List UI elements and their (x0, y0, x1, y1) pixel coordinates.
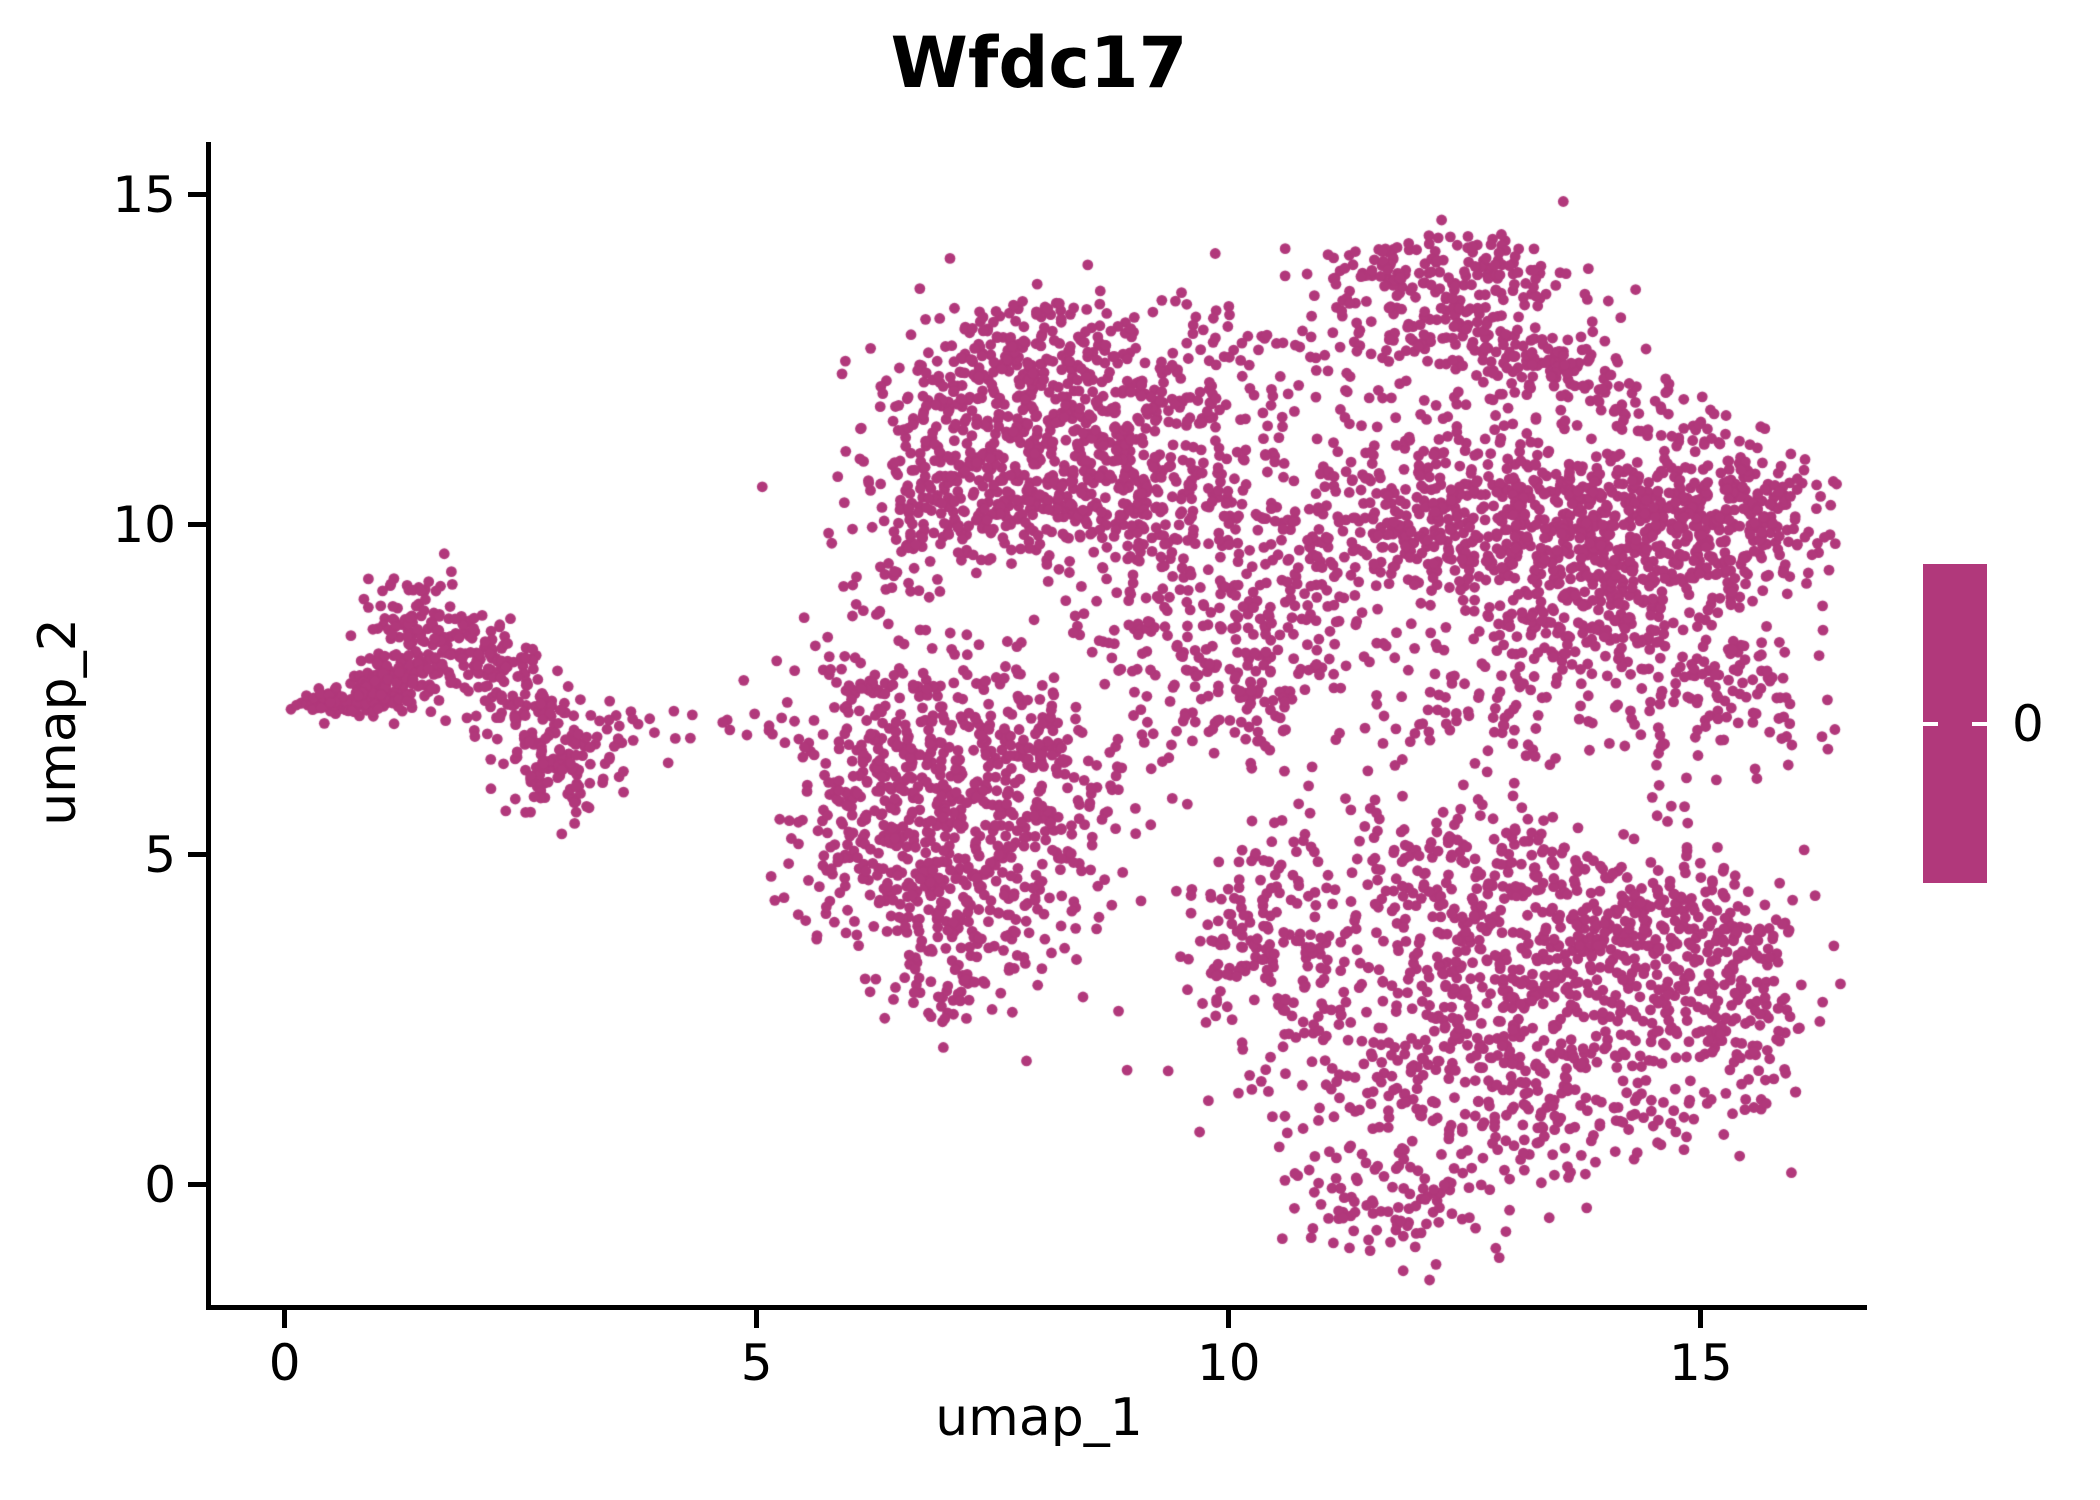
y-tick-mark (188, 192, 206, 198)
y-axis-label: umap_2 (28, 618, 88, 826)
y-axis-line (206, 142, 211, 1310)
y-tick-mark (188, 522, 206, 528)
y-tick-mark (188, 1182, 206, 1188)
x-tick-mark (754, 1310, 760, 1328)
x-tick-mark (1226, 1310, 1232, 1328)
x-tick-label: 5 (740, 1334, 773, 1392)
colorbar-tick-right (1972, 721, 1987, 726)
colorbar-tick-left (1923, 721, 1938, 726)
x-tick-mark (282, 1310, 288, 1328)
x-tick-mark (1698, 1310, 1704, 1328)
colorbar-tick-label: 0 (2012, 694, 2044, 753)
x-axis-line (206, 1305, 1867, 1310)
x-tick-label: 0 (268, 1334, 301, 1392)
x-axis-label: umap_1 (935, 1388, 1143, 1448)
y-tick-label: 5 (144, 825, 176, 884)
x-tick-label: 10 (1196, 1334, 1261, 1392)
y-tick-label: 0 (144, 1155, 176, 1214)
x-tick-label: 15 (1669, 1334, 1733, 1392)
y-tick-mark (188, 852, 206, 858)
y-tick-label: 15 (112, 165, 176, 224)
plot-title: Wfdc17 (890, 22, 1188, 104)
y-tick-label: 10 (112, 495, 176, 554)
